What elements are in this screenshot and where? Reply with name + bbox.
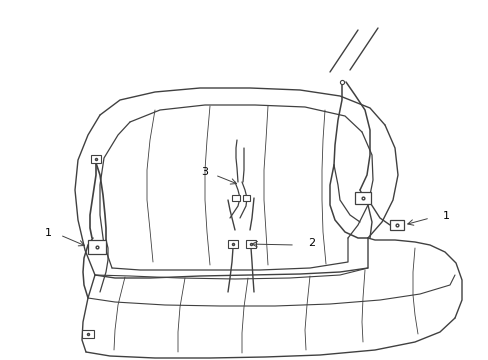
Text: 3: 3 bbox=[201, 167, 208, 177]
FancyBboxPatch shape bbox=[389, 220, 403, 230]
Text: 2: 2 bbox=[307, 238, 314, 248]
FancyBboxPatch shape bbox=[243, 195, 249, 201]
Text: 1: 1 bbox=[442, 211, 449, 221]
Text: 1: 1 bbox=[44, 228, 51, 238]
FancyBboxPatch shape bbox=[227, 240, 238, 248]
FancyBboxPatch shape bbox=[88, 240, 106, 254]
FancyBboxPatch shape bbox=[231, 195, 240, 201]
FancyBboxPatch shape bbox=[354, 192, 370, 204]
FancyBboxPatch shape bbox=[91, 155, 101, 163]
FancyBboxPatch shape bbox=[82, 330, 94, 338]
FancyBboxPatch shape bbox=[245, 240, 256, 248]
